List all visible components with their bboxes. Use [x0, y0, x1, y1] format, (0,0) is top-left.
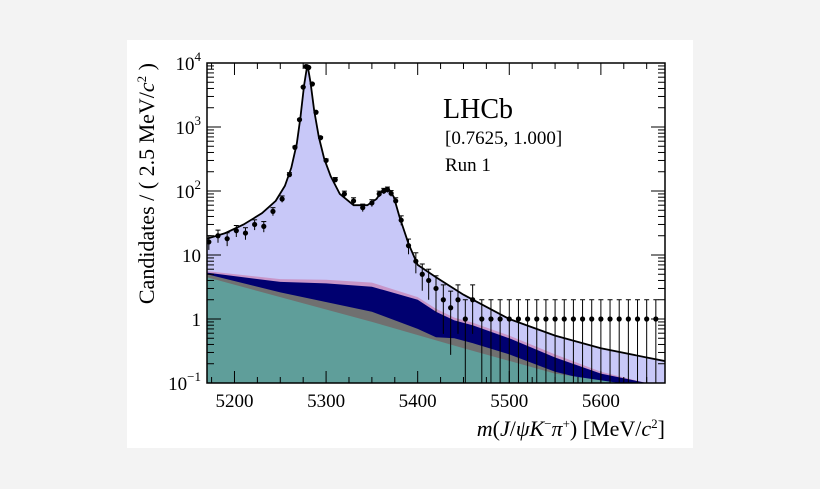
- data-point: [479, 299, 485, 383]
- y-tick-label: 102: [176, 177, 202, 203]
- lhcb-label: LHCb: [443, 94, 513, 125]
- data-point: [525, 299, 531, 383]
- data-point: [488, 299, 494, 383]
- data-point: [634, 299, 641, 383]
- data-point: [644, 299, 650, 383]
- y-axis-label: Candidates / ( 2.5 MeV/c2 ): [134, 63, 159, 304]
- x-tick-labels: 5200 5300 5400 5500 5600: [215, 391, 619, 412]
- total-fit-line: [207, 64, 665, 362]
- data-point: [279, 195, 285, 203]
- y-tick-label: 104: [176, 49, 202, 75]
- axis-ticks: [207, 62, 665, 384]
- y-tick-label: 10: [182, 246, 201, 267]
- data-point: [552, 299, 558, 383]
- plot-area: [207, 63, 665, 383]
- data-point: [543, 299, 549, 383]
- y-tick-label: 103: [176, 113, 202, 139]
- data-point: [607, 299, 613, 383]
- chart-figure: 5200 5300 5400 5500 5600 104 103 102 10 1 10−1 LH…: [127, 40, 693, 448]
- data-point: [242, 227, 249, 240]
- data-point: [261, 221, 267, 233]
- y-tick-label: 10−1: [168, 369, 201, 395]
- data-point: [448, 290, 454, 355]
- data-point: [625, 299, 631, 383]
- data-point: [515, 299, 522, 383]
- plot-frame: [206, 62, 666, 384]
- x-tick-label: 5500: [490, 391, 528, 412]
- data-point: [252, 219, 258, 231]
- data-point: [426, 268, 432, 300]
- data-point: [616, 299, 622, 383]
- data-point: [270, 207, 276, 216]
- data-point: [598, 299, 604, 383]
- range-label: [0.7625, 1.000]: [445, 128, 562, 149]
- data-point: [360, 203, 366, 212]
- run-label: Run 1: [445, 155, 491, 176]
- x-tick-label: 5400: [399, 391, 437, 412]
- data-point: [455, 284, 461, 334]
- data-point: [561, 299, 567, 383]
- data-point: [462, 299, 468, 383]
- x-axis-label: m(J/ψK−π+) [MeV/c2]: [477, 416, 665, 441]
- x-tick-label: 5200: [215, 391, 253, 412]
- data-point: [589, 299, 595, 383]
- data-point: [570, 299, 576, 383]
- y-tick-label: 1: [192, 310, 202, 331]
- data-point: [433, 275, 439, 313]
- data-points: [207, 63, 659, 383]
- data-point: [350, 197, 357, 205]
- data-point: [341, 190, 347, 198]
- x-tick-label: 5300: [307, 391, 345, 412]
- component-teal-area: [207, 277, 620, 383]
- data-point: [534, 299, 540, 383]
- data-point: [653, 299, 659, 383]
- x-tick-label: 5600: [582, 391, 620, 412]
- data-point: [440, 284, 446, 334]
